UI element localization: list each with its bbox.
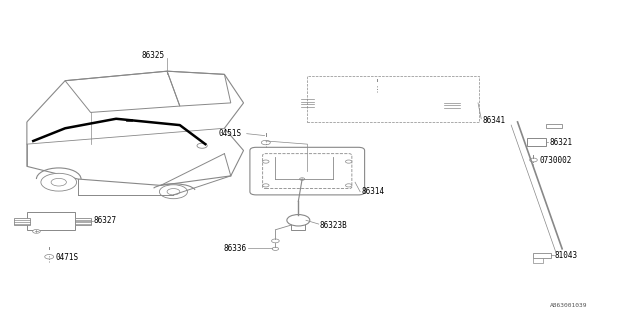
Bar [409, 102, 444, 108]
Bar [307, 76, 479, 122]
Bar [527, 138, 546, 146]
Circle shape [41, 173, 77, 191]
Bar [27, 212, 75, 230]
Circle shape [262, 160, 269, 163]
Circle shape [33, 229, 40, 233]
Circle shape [272, 247, 278, 251]
Circle shape [167, 188, 180, 195]
Bar [346, 92, 409, 112]
Bar [14, 218, 30, 225]
Circle shape [262, 184, 269, 187]
Text: 0730002: 0730002 [540, 156, 572, 164]
Circle shape [197, 143, 207, 148]
Bar [75, 218, 91, 225]
Bar [314, 101, 349, 108]
Bar [409, 94, 435, 100]
Circle shape [51, 178, 67, 186]
Bar [291, 222, 305, 230]
Bar [314, 90, 339, 93]
Circle shape [287, 215, 310, 226]
Text: 86314: 86314 [362, 187, 385, 196]
Text: 86321: 86321 [549, 138, 573, 147]
Text: 86325: 86325 [141, 51, 164, 60]
Text: 0451S: 0451S [218, 129, 241, 138]
Text: 0471S: 0471S [56, 253, 79, 262]
Bar [125, 119, 132, 121]
Circle shape [346, 184, 352, 187]
Circle shape [271, 239, 279, 243]
Circle shape [300, 178, 305, 180]
FancyBboxPatch shape [250, 147, 365, 195]
Circle shape [530, 158, 538, 162]
Circle shape [45, 254, 54, 259]
Text: 86341: 86341 [483, 116, 506, 125]
Circle shape [159, 185, 188, 199]
Bar [534, 258, 543, 263]
Text: 86336: 86336 [223, 244, 246, 253]
Text: 81043: 81043 [554, 251, 578, 260]
Circle shape [346, 160, 352, 163]
Bar [546, 124, 562, 128]
Text: 86327: 86327 [94, 216, 117, 225]
Bar [314, 95, 349, 100]
FancyBboxPatch shape [262, 154, 352, 188]
Bar [534, 252, 551, 258]
Circle shape [373, 85, 382, 89]
Text: 86323B: 86323B [320, 220, 348, 229]
Circle shape [261, 140, 270, 145]
Text: A863001039: A863001039 [550, 302, 588, 308]
